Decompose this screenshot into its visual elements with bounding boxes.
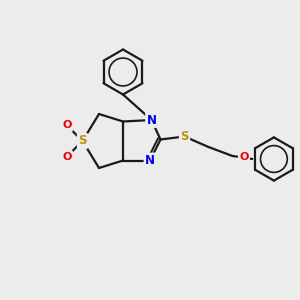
Text: O: O	[239, 152, 249, 163]
Text: N: N	[146, 113, 157, 127]
Text: S: S	[78, 134, 87, 148]
Text: N: N	[145, 154, 155, 167]
Text: O: O	[62, 152, 72, 162]
Text: O: O	[62, 120, 72, 130]
Text: S: S	[180, 130, 189, 143]
